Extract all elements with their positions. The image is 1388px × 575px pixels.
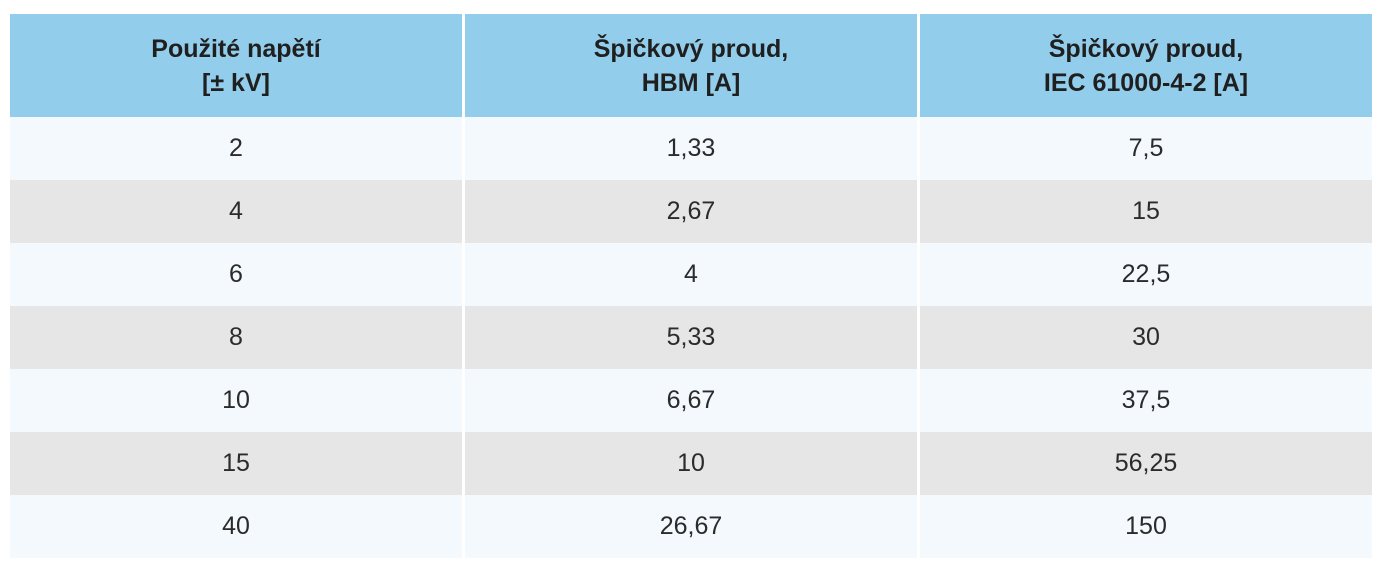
cell-voltage: 15	[10, 432, 462, 495]
voltage-current-table: Použité napětí [± kV] Špičkový proud, HB…	[7, 14, 1375, 558]
cell-voltage: 4	[10, 180, 462, 243]
cell-hbm: 6,67	[465, 369, 917, 432]
table-row: 10 6,67 37,5	[10, 369, 1372, 432]
header-hbm-line2: HBM [A]	[641, 68, 741, 97]
cell-iec: 7,5	[920, 117, 1372, 180]
cell-hbm: 1,33	[465, 117, 917, 180]
header-voltage-line2: [± kV]	[202, 68, 270, 97]
header-iec-current: Špičkový proud, IEC 61000-4-2 [A]	[920, 14, 1372, 117]
header-hbm-current: Špičkový proud, HBM [A]	[465, 14, 917, 117]
cell-hbm: 2,67	[465, 180, 917, 243]
cell-hbm: 26,67	[465, 495, 917, 558]
cell-iec: 30	[920, 306, 1372, 369]
cell-iec: 150	[920, 495, 1372, 558]
table-row: 40 26,67 150	[10, 495, 1372, 558]
data-table-container: Použité napětí [± kV] Špičkový proud, HB…	[10, 14, 1372, 558]
cell-iec: 15	[920, 180, 1372, 243]
cell-hbm: 4	[465, 243, 917, 306]
cell-hbm: 10	[465, 432, 917, 495]
cell-iec: 37,5	[920, 369, 1372, 432]
table-row: 2 1,33 7,5	[10, 117, 1372, 180]
cell-voltage: 6	[10, 243, 462, 306]
table-row: 4 2,67 15	[10, 180, 1372, 243]
header-voltage-line1: Použité napětí	[151, 34, 321, 63]
cell-hbm: 5,33	[465, 306, 917, 369]
cell-voltage: 8	[10, 306, 462, 369]
table-row: 8 5,33 30	[10, 306, 1372, 369]
table-row: 6 4 22,5	[10, 243, 1372, 306]
cell-iec: 22,5	[920, 243, 1372, 306]
header-iec-line2: IEC 61000-4-2 [A]	[1043, 68, 1249, 97]
cell-iec: 56,25	[920, 432, 1372, 495]
header-row: Použité napětí [± kV] Špičkový proud, HB…	[10, 14, 1372, 117]
cell-voltage: 10	[10, 369, 462, 432]
header-hbm-line1: Špičkový proud,	[593, 34, 789, 63]
cell-voltage: 40	[10, 495, 462, 558]
table-row: 15 10 56,25	[10, 432, 1372, 495]
header-iec-line1: Špičkový proud,	[1048, 34, 1244, 63]
header-voltage: Použité napětí [± kV]	[10, 14, 462, 117]
cell-voltage: 2	[10, 117, 462, 180]
